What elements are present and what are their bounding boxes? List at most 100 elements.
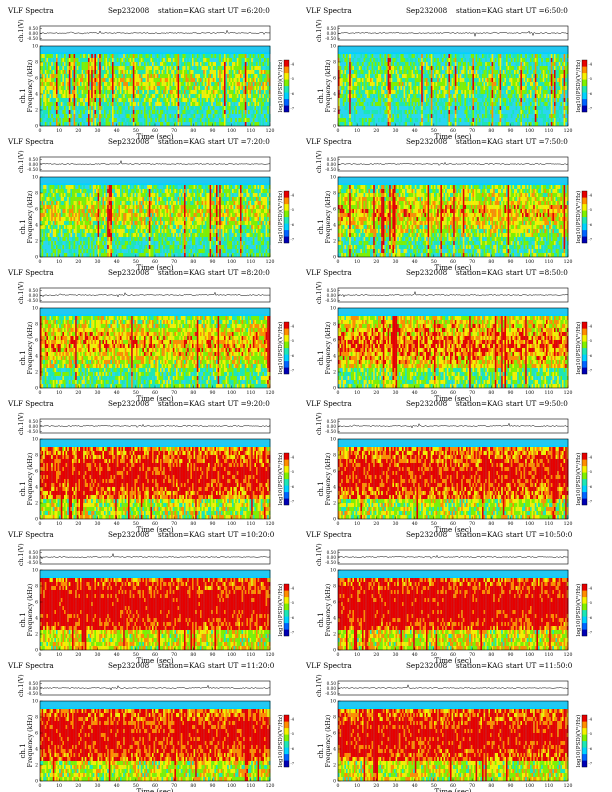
spectrogram-cell	[224, 82, 226, 87]
spectrogram-cell	[362, 70, 364, 75]
spectrogram-cell	[530, 90, 532, 95]
spectrogram-cell	[483, 70, 486, 75]
spectrogram-cell	[249, 58, 252, 63]
y-tick-label: 10	[330, 44, 336, 50]
spectrogram-cell	[501, 70, 503, 75]
spectrogram-cell	[108, 98, 111, 103]
spectrogram-cell	[446, 82, 449, 87]
spectrogram-cell	[379, 102, 382, 107]
spectrogram-cell	[394, 106, 396, 111]
spectrogram-cell	[96, 90, 98, 95]
spectrogram-cell	[421, 58, 423, 63]
spectrogram-cell	[506, 70, 508, 75]
spectrogram-cell	[256, 122, 258, 127]
x-tick-label: 80	[488, 128, 494, 134]
spectrogram-cell	[257, 106, 260, 111]
spectrogram-cell	[206, 78, 209, 83]
spectrogram-cell	[150, 54, 153, 59]
spectrogram-cell	[136, 70, 138, 75]
spectrogram-cell	[440, 54, 443, 59]
spectrogram-cell	[195, 110, 197, 115]
spectrogram-cell	[107, 122, 109, 127]
spectrogram-cell	[352, 74, 355, 79]
spectrogram-cell	[539, 78, 542, 83]
spectrogram-cell	[220, 94, 223, 99]
spectrogram-cell	[88, 110, 90, 115]
spectrogram-cell	[150, 78, 153, 83]
spectrogram-cell	[214, 78, 217, 83]
spectrogram-cell	[145, 58, 148, 63]
spectrogram-cell	[347, 86, 350, 91]
spectrogram-cell	[555, 110, 558, 115]
spectrogram-cell	[517, 70, 519, 75]
spectrogram-cell	[99, 82, 101, 87]
spectrogram-cell	[547, 118, 550, 123]
spectrogram-cell	[491, 110, 494, 115]
x-tick-label: 10	[56, 128, 62, 134]
spectrogram-cell	[453, 90, 455, 95]
spectrogram-cell	[228, 78, 231, 83]
spectrogram-cell	[536, 106, 539, 111]
spectrogram-cell	[182, 74, 185, 79]
spectrogram-cell	[357, 90, 359, 95]
spectrogram-cell	[539, 106, 542, 111]
spectrogram-cell	[208, 58, 210, 63]
spectrogram-cell	[112, 66, 114, 71]
spectrogram-cell	[233, 90, 236, 95]
spectrogram-cell	[464, 78, 467, 83]
spectrogram-cell	[438, 86, 441, 91]
spectrogram-cell	[94, 54, 97, 59]
spectrogram-cell	[434, 58, 436, 63]
spectrogram-cell	[397, 106, 399, 111]
spectrogram-cell	[59, 82, 61, 87]
spectrogram-cell	[262, 54, 265, 59]
spectrogram-cell	[52, 90, 55, 95]
spectrogram-cell	[390, 90, 393, 95]
spectrogram-cell	[360, 118, 363, 123]
spectrogram-cell	[148, 98, 151, 103]
spectrogram-cell	[368, 58, 371, 63]
spectrogram-cell	[224, 122, 226, 127]
spectrogram-cell	[115, 118, 117, 123]
spectrogram-cell	[59, 78, 61, 83]
spectrogram-cell	[454, 98, 457, 103]
spectrogram-cell	[190, 74, 193, 79]
spectrogram-cell	[185, 94, 188, 99]
spectrogram-cell	[485, 70, 487, 75]
amplitude-trace	[337, 30, 569, 38]
spectrogram-cell	[163, 110, 165, 115]
spectrogram-cell	[201, 54, 204, 59]
spectrogram-cell	[112, 94, 114, 99]
spectrogram-cell	[498, 90, 500, 95]
spectrogram-cell	[108, 66, 111, 71]
spectrogram-cell	[83, 90, 85, 95]
spectrogram-cell	[358, 90, 361, 95]
spectrogram-cell	[421, 82, 423, 87]
spectrogram-cell	[389, 122, 391, 127]
spectrogram-cell	[76, 70, 79, 75]
spectrogram-cell	[454, 106, 457, 111]
spectrogram-cell	[168, 94, 170, 99]
spectrogram-cell	[56, 58, 58, 63]
spectrogram-cell	[264, 78, 266, 83]
spectrogram-cell	[56, 78, 58, 83]
spectrogram-cell	[203, 90, 205, 95]
spectrogram-cell	[91, 66, 93, 71]
spectrogram-cell	[427, 86, 430, 91]
spectrogram-cell	[357, 86, 359, 91]
spectrogram-cell	[531, 94, 534, 99]
spectrogram-cell	[523, 90, 526, 95]
spectrogram-cell	[496, 122, 499, 127]
spectrogram-cell	[139, 74, 141, 79]
spectrogram-cell	[123, 102, 125, 107]
spectrogram-cell	[354, 66, 356, 71]
spectrogram-cell	[462, 62, 465, 67]
spectrogram-cell	[198, 110, 201, 115]
spectrogram-cell	[102, 66, 105, 71]
spectrogram-cell	[402, 54, 404, 59]
spectrogram-cell	[222, 86, 225, 91]
spectrogram-cell	[67, 66, 69, 71]
spectrogram-cell	[528, 82, 531, 87]
spectrogram-cell	[128, 114, 130, 119]
spectrogram-cell	[355, 82, 358, 87]
